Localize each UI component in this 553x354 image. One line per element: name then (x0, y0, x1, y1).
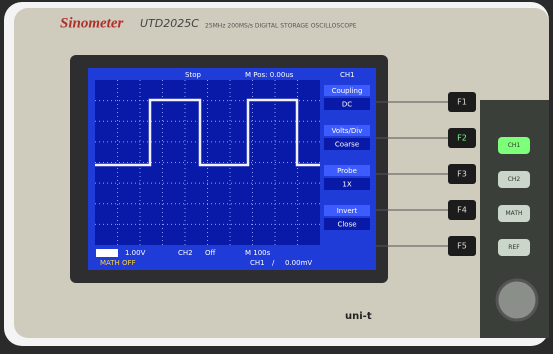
menu-channel: CH1 (340, 71, 355, 79)
trigger-source: CH1 (250, 259, 265, 267)
model: UTD2025C (140, 17, 199, 30)
knob (497, 280, 537, 320)
brand: Sinometer (60, 15, 124, 31)
menu-label: Invert (337, 207, 358, 215)
function-button-label: F4 (457, 206, 467, 215)
menu-value: 1X (342, 181, 351, 189)
position: M Pos: 0.00us (245, 71, 294, 79)
menu-label: Coupling (332, 87, 363, 95)
menu-label: Volts/Div (332, 127, 363, 135)
ch2-state: Off (205, 249, 216, 257)
ch2: CH2 (178, 249, 193, 257)
math: MATH OFF (100, 259, 136, 267)
spec: 25MHz 200MS/s DIGITAL STORAGE OSCILLOSCO… (205, 23, 357, 30)
menu-value: Coarse (335, 141, 359, 149)
status: Stop (185, 71, 201, 79)
function-button-label: F1 (457, 98, 467, 107)
channel-button-label: MATH (506, 210, 523, 217)
function-button-label: F2 (457, 134, 467, 143)
channel-button-label: CH2 (508, 176, 521, 183)
timebase: M 100s (245, 249, 271, 257)
function-button-label: F5 (457, 242, 467, 251)
ch1-scale: 1.00V (125, 249, 146, 257)
trigger-level: 0.00mV (285, 259, 312, 267)
function-button-label: F3 (457, 170, 467, 179)
menu-value: DC (342, 101, 352, 109)
ch1-badge (96, 249, 118, 257)
channel-button-label: REF (508, 244, 520, 251)
menu-value: Close (337, 221, 356, 229)
channel-button-label: CH1 (508, 142, 521, 149)
oscilloscope-photo: Sinometer UTD2025C 25MHz 200MS/s DIGITAL… (0, 0, 553, 350)
menu-label: Probe (337, 167, 357, 175)
maker-logo: uni-t (345, 311, 372, 322)
